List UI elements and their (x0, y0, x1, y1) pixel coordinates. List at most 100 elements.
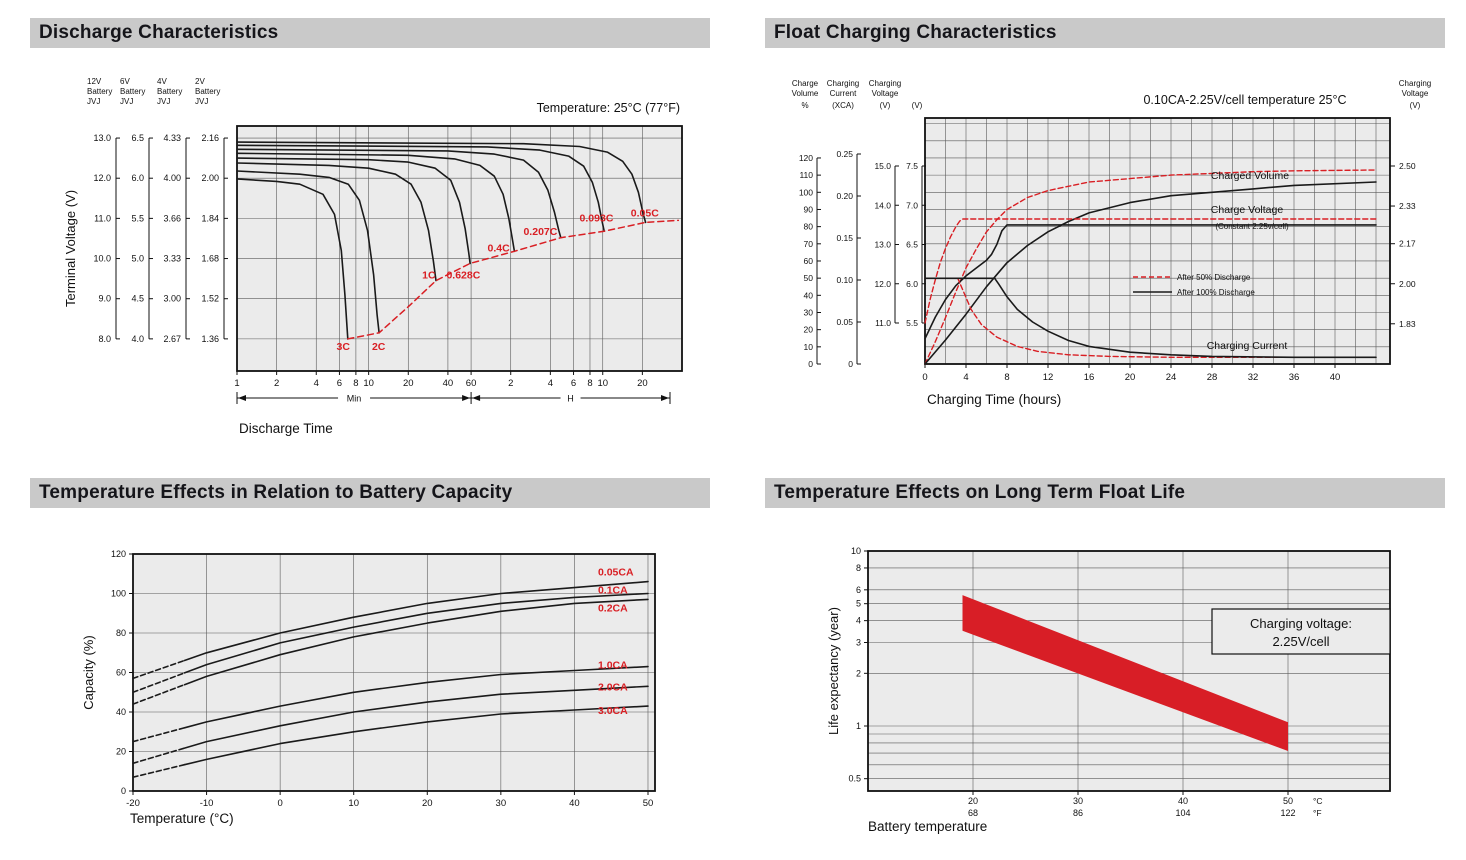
svg-text:70: 70 (804, 239, 814, 249)
svg-text:80: 80 (804, 222, 814, 232)
panel-float-charging: Float Charging Characteristics 0 4 8 12 16 20… (765, 18, 1445, 448)
svg-text:11.0: 11.0 (94, 213, 111, 223)
curve-2C (236, 170, 380, 334)
charging-voltage-box (1211, 608, 1391, 655)
svg-text:2: 2 (856, 668, 861, 678)
svg-text:2.50: 2.50 (1399, 161, 1416, 171)
curve-2.0CA (183, 685, 649, 749)
label-0.2CA: 0.2CA (598, 602, 628, 614)
capacity-curves (132, 580, 649, 778)
svg-text:100: 100 (111, 589, 126, 599)
svg-text:6.0: 6.0 (131, 173, 144, 183)
label-0.1CA: 0.1CA (598, 585, 628, 597)
label-3.0CA: 3.0CA (598, 705, 628, 717)
svg-text:9.0: 9.0 (98, 294, 111, 304)
svg-text:4: 4 (548, 378, 553, 389)
svg-text:110: 110 (799, 170, 813, 180)
svg-text:0.25: 0.25 (836, 149, 853, 159)
svg-text:2: 2 (274, 378, 279, 389)
svg-text:15.0: 15.0 (874, 161, 891, 171)
discharge-curves (236, 141, 680, 340)
float-life-chart: Charging voltage:2.25V/cell1086543210.52… (826, 546, 1391, 834)
svg-text:-20: -20 (126, 798, 140, 809)
label-1C: 1C (422, 270, 436, 282)
svg-text:8: 8 (856, 563, 861, 573)
svg-text:10.0: 10.0 (93, 254, 111, 264)
curve-0.05CA (183, 580, 649, 662)
x-axis-title: Temperature (°C) (130, 811, 234, 826)
svg-text:20: 20 (804, 325, 814, 335)
label-3C: 3C (337, 341, 351, 353)
curve-charging-current-100 (924, 277, 1377, 359)
float-note: 0.10CA-2.25V/cell temperature 25°C (1143, 93, 1346, 107)
curve-end-of-discharge-voltage (347, 219, 680, 340)
svg-text:4V: 4V (157, 77, 167, 86)
svg-text:0: 0 (808, 359, 813, 369)
x-unit-min: Min (347, 394, 362, 404)
svg-text:68: 68 (968, 808, 978, 818)
svg-text:10: 10 (804, 342, 814, 352)
svg-text:6: 6 (571, 378, 576, 389)
svg-text:6: 6 (856, 585, 861, 595)
svg-text:Charging: Charging (1399, 79, 1431, 88)
curve-0.093C (236, 144, 605, 232)
curve-3.0CA-dashed (132, 763, 186, 778)
svg-text:Charging: Charging (869, 79, 901, 88)
svg-text:100: 100 (799, 187, 813, 197)
svg-text:28: 28 (1207, 372, 1218, 383)
svg-text:20: 20 (637, 378, 648, 389)
x-unit-fahrenheit: °F (1313, 808, 1322, 818)
svg-text:20: 20 (422, 798, 433, 809)
svg-text:60: 60 (466, 378, 477, 389)
svg-text:JVJ: JVJ (195, 97, 208, 106)
label-charge-voltage: Charge Voltage (1211, 204, 1284, 216)
curve-0.1CA (183, 592, 649, 674)
svg-text:JVJ: JVJ (120, 97, 133, 106)
svg-text:12.0: 12.0 (93, 173, 111, 183)
svg-text:50: 50 (1283, 796, 1293, 806)
svg-text:Volume: Volume (792, 89, 819, 98)
svg-text:0: 0 (922, 372, 927, 383)
svg-text:122: 122 (1280, 808, 1295, 818)
panel-capacity-temperature: Temperature Effects in Relation to Batte… (30, 478, 710, 860)
y-axis-title: Capacity (%) (81, 635, 96, 709)
float-grid (924, 118, 1390, 365)
svg-text:Voltage: Voltage (1402, 89, 1429, 98)
svg-text:50: 50 (804, 273, 814, 283)
svg-text:JVJ: JVJ (157, 97, 170, 106)
legend-after-50-discharge: After 50% Discharge (1177, 273, 1251, 282)
svg-text:(V): (V) (1410, 101, 1421, 110)
panel-title-float-charging: Float Charging Characteristics (765, 18, 1445, 48)
curve-0.2CA-dashed (132, 683, 186, 705)
svg-text:20: 20 (116, 747, 126, 757)
svg-text:7.0: 7.0 (906, 200, 918, 210)
svg-text:0.20: 0.20 (836, 191, 853, 201)
curve-2.0CA-dashed (132, 747, 186, 765)
panel-float-life: Temperature Effects on Long Term Float L… (765, 478, 1445, 860)
svg-text:1: 1 (856, 721, 861, 731)
svg-text:11.0: 11.0 (875, 318, 891, 328)
svg-text:0: 0 (848, 359, 853, 369)
curve-1.0CA (183, 665, 649, 729)
svg-text:0.10: 0.10 (836, 275, 853, 285)
svg-text:1: 1 (234, 378, 239, 389)
svg-text:0.05: 0.05 (836, 317, 853, 327)
svg-text:24: 24 (1166, 372, 1177, 383)
svg-text:3.66: 3.66 (163, 213, 181, 223)
svg-text:6: 6 (337, 378, 342, 389)
svg-text:6V: 6V (120, 77, 130, 86)
curve-3.0CA (183, 705, 649, 766)
svg-text:4: 4 (963, 372, 968, 383)
svg-text:5.0: 5.0 (131, 254, 144, 264)
svg-text:40: 40 (116, 707, 126, 717)
svg-text:2.67: 2.67 (163, 334, 181, 344)
svg-text:30: 30 (1073, 796, 1083, 806)
svg-text:20: 20 (968, 796, 978, 806)
svg-text:2V: 2V (195, 77, 205, 86)
svg-text:104: 104 (1175, 808, 1190, 818)
svg-text:8: 8 (1004, 372, 1009, 383)
svg-text:20: 20 (403, 378, 414, 389)
svg-text:Voltage: Voltage (872, 89, 899, 98)
svg-text:4.00: 4.00 (163, 173, 181, 183)
svg-text:40: 40 (804, 290, 814, 300)
